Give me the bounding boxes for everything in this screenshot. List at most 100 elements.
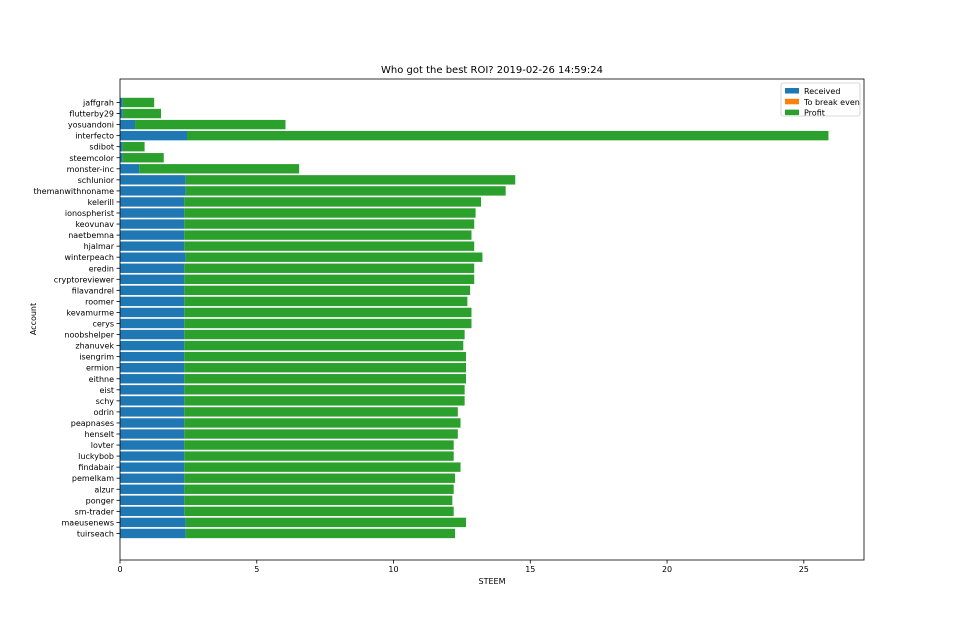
y-tick-label: luckybob	[78, 452, 114, 461]
bar-received-schy	[120, 396, 185, 406]
bar-received-sm-trader	[120, 506, 185, 517]
x-ticks: 0 5 10 15 20 25	[117, 560, 809, 574]
legend-entry-label: To break even	[803, 98, 860, 107]
bar-profit-alzur	[184, 484, 454, 494]
y-tick-label: maeusenews	[62, 518, 114, 527]
bar-received-jaffgrah	[120, 97, 123, 108]
bar-received-schlunior	[120, 175, 186, 185]
bar-received-steemcolor	[120, 153, 123, 163]
bar-received-themanwithnoname	[120, 186, 186, 196]
bar-profit-cryptoreviewer	[184, 274, 475, 284]
bar-received-naetbemna	[120, 230, 185, 240]
bar-profit-sdibot	[122, 142, 145, 152]
y-tick-label: sdibot	[89, 143, 114, 152]
y-tick-label: monster-inc	[67, 165, 114, 174]
x-tick-label: 10	[388, 565, 398, 574]
y-tick-label: cryptoreviewer	[54, 275, 115, 284]
bar-received-eithne	[120, 374, 185, 384]
y-tick-label: isengrim	[79, 353, 114, 362]
bar-received-noobshelper	[120, 329, 185, 340]
bar-received-winterpeach	[120, 252, 186, 262]
bar-profit-tuirseach	[185, 528, 456, 539]
y-tick-label: schlunior	[78, 176, 115, 185]
bar-received-ponger	[120, 495, 185, 505]
plot-frame	[119, 78, 865, 561]
bar-profit-luckybob	[184, 451, 454, 461]
y-tick-label: eredin	[89, 264, 114, 273]
y-tick-label: jaffgrah	[82, 99, 114, 108]
y-tick-label: henselt	[84, 430, 114, 439]
y-tick-label: peapnases	[71, 419, 114, 428]
legend-entry-label: Profit	[804, 109, 825, 118]
bar-profit-schlunior	[185, 175, 516, 185]
x-tick-label: 25	[799, 565, 809, 574]
x-tick-label: 0	[117, 565, 122, 574]
y-tick-label: tuirseach	[77, 529, 114, 538]
bar-received-eist	[120, 385, 185, 395]
bar-received-filavandrel	[120, 285, 185, 296]
bar-profit-maeusenews	[185, 517, 467, 528]
bar-profit-roomer	[184, 296, 468, 307]
bar-profit-ponger	[184, 495, 453, 505]
bar-profit-winterpeach	[185, 252, 483, 262]
bar-received-sdibot	[120, 142, 123, 152]
chart-title: Who got the best ROI? 2019-02-26 14:59:2…	[381, 65, 603, 76]
bar-received-interfecto	[120, 130, 188, 141]
bar-profit-sm-trader	[184, 506, 454, 517]
y-tick-label: zhanuvek	[75, 342, 114, 351]
bar-profit-steemcolor	[122, 153, 164, 163]
y-tick-label: alzur	[94, 485, 114, 494]
bar-profit-odrin	[184, 407, 458, 417]
bar-received-isengrim	[120, 351, 185, 362]
bar-received-cerys	[120, 318, 185, 329]
bar-profit-henselt	[184, 429, 458, 439]
bar-profit-zhanuvek	[184, 340, 464, 351]
bar-received-kevamurme	[120, 307, 185, 318]
bar-received-peapnases	[120, 418, 185, 428]
x-tick-label: 5	[254, 565, 259, 574]
bar-profit-keovunav	[184, 219, 475, 229]
bars-group	[120, 97, 829, 539]
bar-profit-ionospherist	[184, 208, 476, 218]
bar-profit-pemelkam	[184, 473, 456, 483]
y-tick-label: kelerill	[88, 198, 114, 207]
y-axis-label: Account	[29, 303, 38, 335]
legend-swatch	[785, 98, 799, 105]
y-tick-label: ermion	[86, 364, 114, 373]
y-tick-label: eithne	[89, 375, 114, 384]
bar-received-keovunav	[120, 219, 185, 229]
y-tick-label: flutterby29	[69, 110, 114, 119]
y-tick-label: roomer	[85, 297, 115, 306]
y-tick-label: filavandrel	[72, 286, 114, 295]
bar-profit-schy	[184, 396, 465, 406]
y-tick-label: yosuandoni	[68, 121, 114, 130]
y-tick-label: ponger	[86, 496, 115, 505]
y-tick-label: noobshelper	[64, 331, 114, 340]
y-tick-label: lovter	[91, 441, 115, 450]
bar-profit-peapnases	[184, 418, 461, 428]
y-tick-label: odrin	[93, 408, 114, 417]
y-tick-label: keovunav	[75, 220, 114, 229]
bar-profit-eist	[184, 385, 465, 395]
bar-profit-findabair	[184, 462, 461, 472]
bar-profit-hjalmar	[184, 241, 475, 251]
bar-received-eredin	[120, 263, 185, 273]
y-ticks: jaffgrah flutterby29 yosuandoni interfecto s…	[33, 99, 120, 538]
y-tick-label: interfecto	[75, 132, 114, 141]
legend-entry-label: Received	[804, 87, 840, 96]
bar-received-monster-inc	[120, 164, 140, 174]
bar-profit-noobshelper	[184, 329, 465, 340]
bar-received-odrin	[120, 407, 185, 417]
x-axis-label: STEEM	[479, 577, 506, 586]
bar-profit-cerys	[184, 318, 472, 329]
bar-received-roomer	[120, 296, 185, 307]
bar-profit-yosuandoni	[135, 119, 286, 130]
bar-received-alzur	[120, 484, 185, 494]
bar-received-findabair	[120, 462, 185, 472]
bar-profit-interfecto	[187, 130, 829, 141]
bar-profit-kevamurme	[184, 307, 472, 318]
bar-profit-jaffgrah	[122, 97, 155, 108]
x-tick-label: 20	[662, 565, 672, 574]
